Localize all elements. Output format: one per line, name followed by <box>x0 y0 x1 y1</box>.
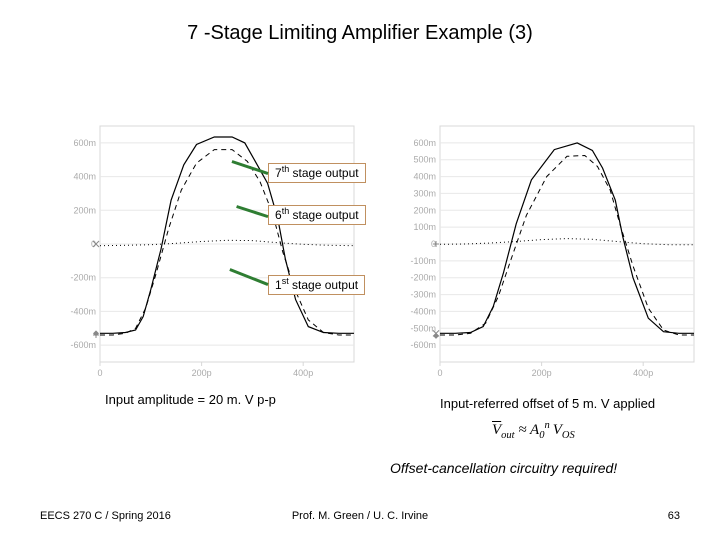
svg-text:-400m: -400m <box>70 306 96 316</box>
footer-right: 63 <box>668 510 680 522</box>
svg-text:400p: 400p <box>633 368 653 378</box>
svg-text:200p: 200p <box>532 368 552 378</box>
svg-text:-600m: -600m <box>70 340 96 350</box>
annotation-label: 1st stage output <box>268 275 365 295</box>
svg-text:100m: 100m <box>413 222 436 232</box>
svg-text:300m: 300m <box>413 188 436 198</box>
caption-bottom: Offset-cancellation circuitry required! <box>390 460 617 476</box>
svg-text:400p: 400p <box>293 368 313 378</box>
svg-text:0: 0 <box>437 368 442 378</box>
svg-text:0: 0 <box>97 368 102 378</box>
svg-text:400m: 400m <box>413 172 436 182</box>
svg-text:-100m: -100m <box>410 256 436 266</box>
slide: 7 -Stage Limiting Amplifier Example (3) … <box>0 0 720 540</box>
formula: Vout ≈ A0n VOS <box>492 420 575 441</box>
svg-text:200p: 200p <box>192 368 212 378</box>
svg-text:600m: 600m <box>413 138 436 148</box>
svg-text:600m: 600m <box>73 138 96 148</box>
svg-text:-500m: -500m <box>410 323 436 333</box>
svg-text:-200m: -200m <box>410 273 436 283</box>
annotation-label: 7th stage output <box>268 163 366 183</box>
caption-left: Input amplitude = 20 m. V p-p <box>105 392 276 407</box>
svg-text:0: 0 <box>91 239 96 249</box>
svg-text:-200m: -200m <box>70 273 96 283</box>
chart-left: -600m -400m -200m 0 200m 400m 600m 0 200p 400p <box>58 120 358 380</box>
page-title: 7 -Stage Limiting Amplifier Example (3) <box>0 22 720 45</box>
annotation-label: 6th stage output <box>268 205 366 225</box>
caption-right: Input-referred offset of 5 m. V applied <box>440 396 655 411</box>
svg-text:-300m: -300m <box>410 290 436 300</box>
svg-text:500m: 500m <box>413 155 436 165</box>
svg-text:400m: 400m <box>73 172 96 182</box>
chart-right: -600m -500m -400m -300m -200m -100m 0 100m 200m 3… <box>398 120 698 380</box>
svg-text:200m: 200m <box>73 205 96 215</box>
svg-text:200m: 200m <box>413 205 436 215</box>
svg-text:-400m: -400m <box>410 306 436 316</box>
footer-center: Prof. M. Green / U. C. Irvine <box>0 510 720 522</box>
svg-text:-600m: -600m <box>410 340 436 350</box>
